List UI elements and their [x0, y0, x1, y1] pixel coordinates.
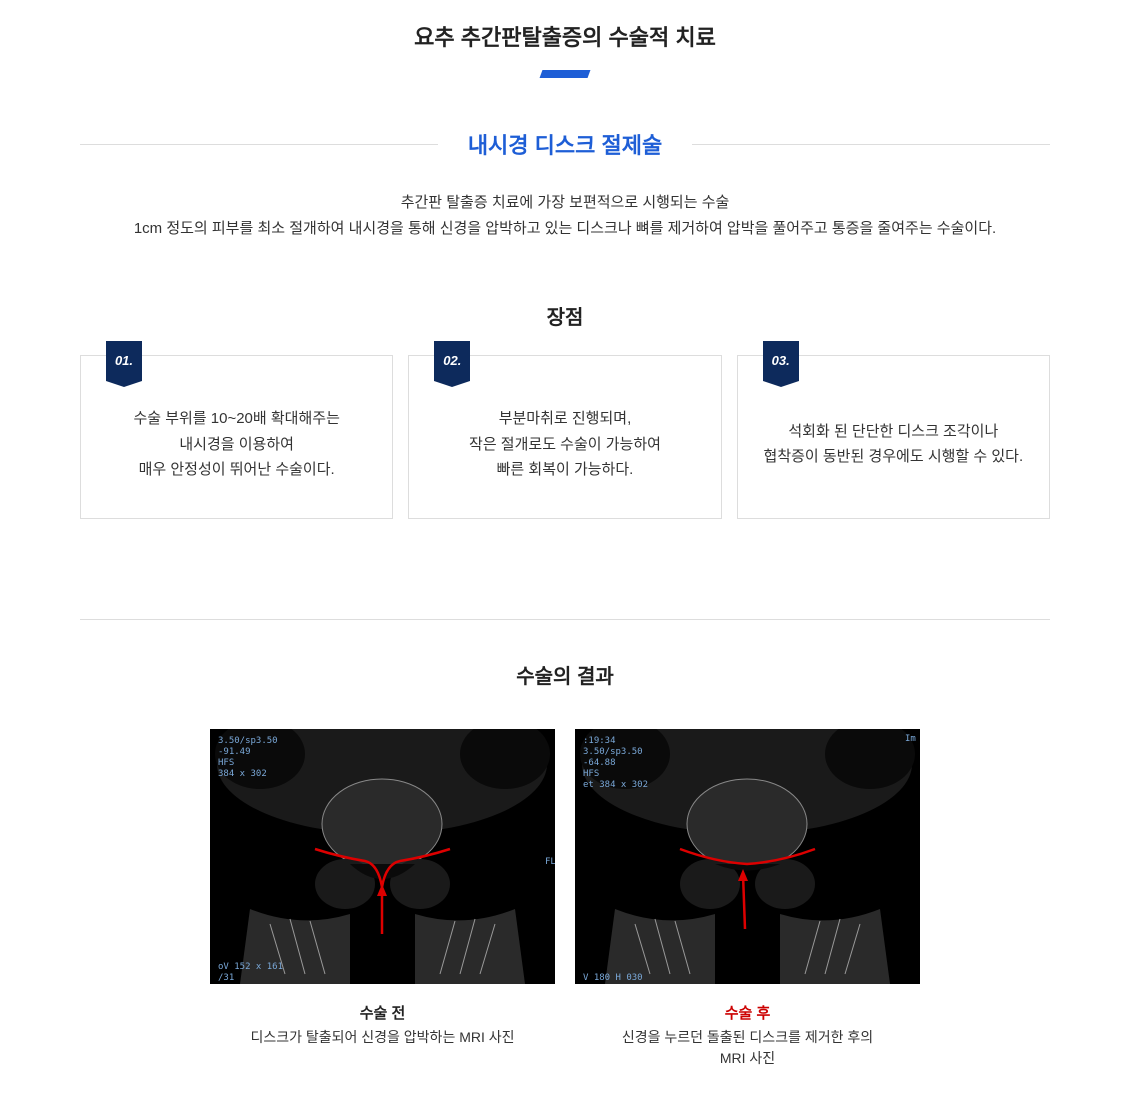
advantage-card-1: 01. 수술 부위를 10~20배 확대해주는 내시경을 이용하여 매우 안정성…: [80, 355, 393, 519]
svg-text:et 384 x 302: et 384 x 302: [583, 780, 648, 790]
advantage-badge-2: 02.: [434, 341, 470, 381]
result-before: 3.50/sp3.50 -91.49 HFS 384 x 302 oV 152 …: [210, 729, 555, 1069]
advantage-card-3: 03. 석회화 된 단단한 디스크 조각이나 협착증이 동반된 경우에도 시행할…: [737, 355, 1050, 519]
advantage-text-1: 수술 부위를 10~20배 확대해주는 내시경을 이용하여 매우 안정성이 뛰어…: [133, 406, 339, 483]
result-before-desc: 디스크가 탈출되어 신경을 압박하는 MRI 사진: [210, 1027, 555, 1048]
svg-text:V 180 H 030: V 180 H 030: [583, 973, 643, 983]
svg-text:-91.49: -91.49: [218, 747, 251, 757]
svg-text:oV 152 x 161: oV 152 x 161: [218, 962, 283, 972]
description-line-2: 1cm 정도의 피부를 최소 절개하여 내시경을 통해 신경을 압박하고 있는 …: [40, 216, 1090, 242]
advantage-badge-text-1: 01.: [106, 341, 142, 381]
advantage-badge-3: 03.: [763, 341, 799, 381]
advantage-text-3: 석회화 된 단단한 디스크 조각이나 협착증이 동반된 경우에도 시행할 수 있…: [764, 419, 1024, 470]
advantage-card-2: 02. 부분마취로 진행되며, 작은 절개로도 수술이 가능하여 빠른 회복이 …: [408, 355, 721, 519]
advantage-badge-1: 01.: [106, 341, 142, 381]
advantage-badge-text-3: 03.: [763, 341, 799, 381]
description-block: 추간판 탈출증 치료에 가장 보편적으로 시행되는 수술 1cm 정도의 피부를…: [0, 190, 1130, 241]
description-line-1: 추간판 탈출증 치료에 가장 보편적으로 시행되는 수술: [40, 190, 1090, 216]
svg-text:3.50/sp3.50: 3.50/sp3.50: [218, 736, 278, 746]
title-underline-decoration: [540, 70, 591, 78]
mri-svg-before: 3.50/sp3.50 -91.49 HFS 384 x 302 oV 152 …: [210, 729, 555, 984]
advantage-text-2: 부분마취로 진행되며, 작은 절개로도 수술이 가능하여 빠른 회복이 가능하다…: [469, 406, 661, 483]
results-section: 수술의 결과: [80, 619, 1050, 1069]
svg-text:HFS: HFS: [218, 758, 234, 768]
advantages-title: 장점: [0, 301, 1130, 330]
results-title: 수술의 결과: [80, 660, 1050, 689]
result-after: :19:34 3.50/sp3.50 -64.88 HFS et 384 x 3…: [575, 729, 920, 1069]
section-title: 내시경 디스크 절제술: [438, 128, 692, 160]
mri-image-before: 3.50/sp3.50 -91.49 HFS 384 x 302 oV 152 …: [210, 729, 555, 984]
result-after-desc: 신경을 누르던 돌출된 디스크를 제거한 후의 MRI 사진: [575, 1027, 920, 1069]
svg-text:3.50/sp3.50: 3.50/sp3.50: [583, 747, 643, 757]
svg-text:/31: /31: [218, 973, 234, 983]
svg-text:-64.88: -64.88: [583, 758, 616, 768]
page-container: 요추 추간판탈출증의 수술적 치료 내시경 디스크 절제술 추간판 탈출증 치료…: [0, 0, 1130, 1089]
svg-text:HFS: HFS: [583, 769, 599, 779]
results-grid: 3.50/sp3.50 -91.49 HFS 384 x 302 oV 152 …: [80, 729, 1050, 1069]
svg-text::19:34: :19:34: [583, 736, 616, 746]
result-after-label: 수술 후: [575, 1002, 920, 1023]
advantages-grid: 01. 수술 부위를 10~20배 확대해주는 내시경을 이용하여 매우 안정성…: [0, 355, 1130, 519]
advantage-badge-text-2: 02.: [434, 341, 470, 381]
svg-text:FL: FL: [545, 857, 555, 867]
svg-text:Im: Im: [905, 734, 916, 744]
mri-image-after: :19:34 3.50/sp3.50 -64.88 HFS et 384 x 3…: [575, 729, 920, 984]
svg-text:384 x 302: 384 x 302: [218, 769, 267, 779]
main-title: 요추 추간판탈출증의 수술적 치료: [0, 20, 1130, 52]
mri-svg-after: :19:34 3.50/sp3.50 -64.88 HFS et 384 x 3…: [575, 729, 920, 984]
result-before-label: 수술 전: [210, 1002, 555, 1023]
section-divider: 내시경 디스크 절제술: [80, 128, 1050, 160]
